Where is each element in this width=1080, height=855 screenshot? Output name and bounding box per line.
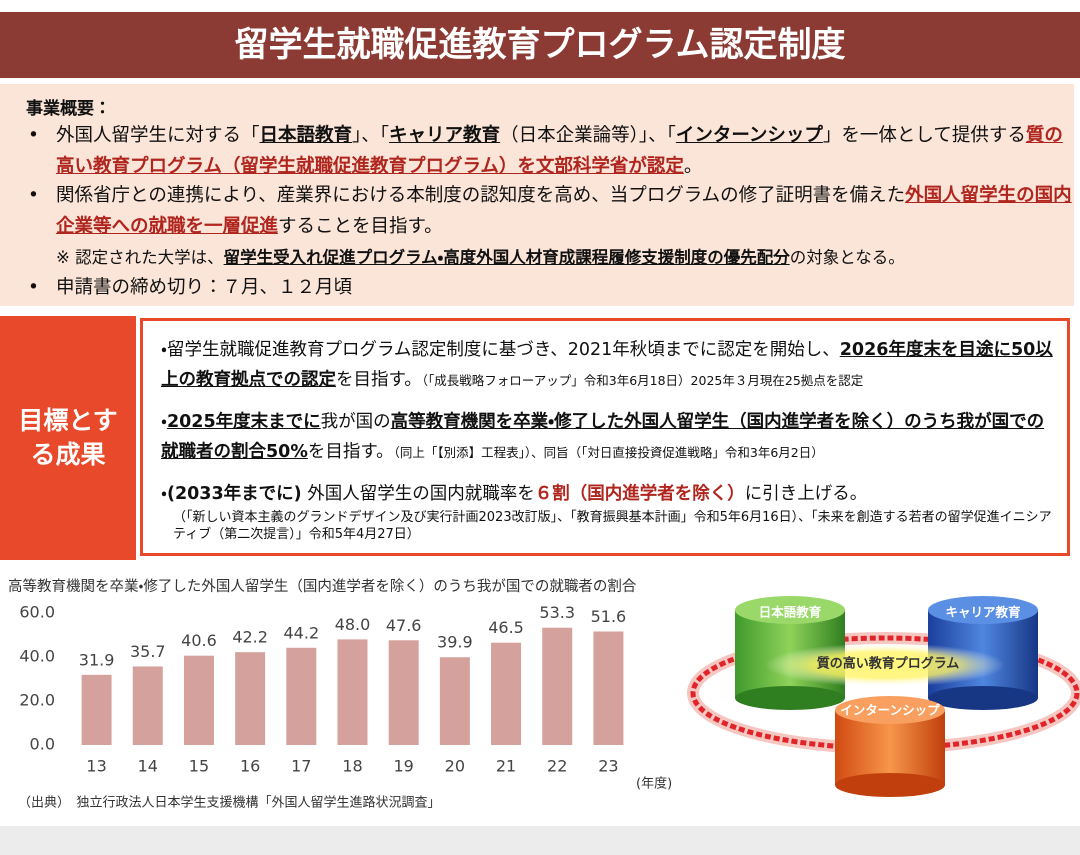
overview-box: 事業概要： 外国人留学生に対する「日本語教育」、「キャリア教育（日本企業論等）」… <box>0 84 1074 306</box>
node-label: キャリア教育 <box>945 605 1021 620</box>
goals-label: 目標とする成果 <box>18 406 118 469</box>
emphasis: 2025年度末までに <box>166 412 321 432</box>
y-tick-label: 40.0 <box>19 647 55 666</box>
bar <box>81 674 112 745</box>
text: ・留学生就職促進教育プログラム認定制度に基づき、2021年秋頃までに認定を開始し… <box>161 340 840 360</box>
bar <box>439 657 470 745</box>
value-label: 44.2 <box>284 623 320 642</box>
x-tick-label: 14 <box>138 757 158 776</box>
overview-item: 申請書の締め切り：７月、１２月頃 <box>28 272 1076 303</box>
x-tick-label: 18 <box>342 757 362 776</box>
overview-item: 関係省庁との連携により、産業界における本制度の認知度を高め、当プログラムの修了証… <box>28 180 1076 242</box>
x-tick-label: 19 <box>394 757 414 776</box>
bar <box>593 631 624 745</box>
emphasis: キャリア教育 <box>389 125 501 146</box>
center-glow <box>765 643 1005 687</box>
emphasis: ６割（国内進学者を除く） <box>534 484 745 504</box>
emphasis: (2033年までに) <box>166 484 302 504</box>
x-tick-label: 13 <box>86 757 106 776</box>
value-label: 47.6 <box>386 616 422 635</box>
goal: ・留学生就職促進教育プログラム認定制度に基づき、2021年秋頃までに認定を開始し… <box>161 335 1061 396</box>
text: ・ <box>161 412 167 432</box>
text: 外国人留学生に対する「 <box>56 125 260 146</box>
bar <box>491 642 522 745</box>
emphasis: 外国人留学生の国内企業等への就職を一層促進 <box>56 185 1072 237</box>
text: することを目指す。 <box>278 216 443 237</box>
value-label: 40.6 <box>181 631 217 650</box>
x-tick-label: 23 <box>598 757 618 776</box>
emphasis: インターンシップ <box>675 125 823 146</box>
node-label: 日本語教育 <box>759 605 822 620</box>
bar <box>183 655 214 745</box>
emphasis: 高等教育機関を卒業・修了した外国人留学生（国内進学者を除く）のうち我が国での就職… <box>161 412 1045 462</box>
text: を目指す。 <box>336 370 422 390</box>
text: ・ <box>161 484 167 504</box>
y-tick-label: 60.0 <box>19 603 55 622</box>
x-tick-label: 21 <box>496 757 516 776</box>
value-label: 39.9 <box>437 633 473 652</box>
bar <box>337 639 368 745</box>
x-tick-label: 15 <box>189 757 209 776</box>
y-tick-label: 20.0 <box>19 691 55 710</box>
goal-note: （「新しい資本主義のグランドデザイン及び実行計画2023改訂版」、「教育振興基本… <box>173 510 1052 542</box>
emphasis: 留学生受入れ促進プログラム・高度外国人材育成課程履修支援制度の優先配分 <box>223 248 790 267</box>
text: 関係省庁との連携により、産業界における本制度の認知度を高め、当プログラムの修了証… <box>56 185 906 206</box>
overview-note: ※ 認定された大学は、留学生受入れ促進プログラム・高度外国人材育成課程履修支援制… <box>56 244 905 268</box>
cylinder <box>835 696 945 797</box>
text: 我が国の <box>320 412 391 432</box>
center-label: 質の高い教育プログラム <box>817 656 960 672</box>
text: 」、「 <box>352 125 390 146</box>
x-axis-label: (年度) <box>636 776 672 792</box>
goals-label-box: 目標とする成果 <box>0 316 136 560</box>
value-label: 51.6 <box>591 607 627 626</box>
goal-note: （「成長戦略フォローアップ」令和3年6月18日）2025年３月現在25拠点を認定 <box>421 373 864 388</box>
x-tick-label: 16 <box>240 757 260 776</box>
source: （出典） 独立行政法人日本学生支援機構「外国人留学生進路状況調査」 <box>18 795 441 811</box>
overview-item: 外国人留学生に対する「日本語教育」、「キャリア教育（日本企業論等）」、「インター… <box>28 120 1076 182</box>
value-label: 35.7 <box>130 642 166 661</box>
bar <box>542 627 573 745</box>
bar-chart: 高等教育機関を卒業・修了した外国人留学生（国内進学者を除く）のうち我が国での就職… <box>8 577 672 811</box>
x-tick-label: 17 <box>291 757 311 776</box>
bar <box>132 666 163 745</box>
node-label: インターンシップ <box>840 703 940 718</box>
y-tick-label: 0.0 <box>30 735 55 754</box>
text: 。 <box>683 156 703 177</box>
footer-band <box>0 826 1080 855</box>
goals-box: ・留学生就職促進教育プログラム認定制度に基づき、2021年秋頃までに認定を開始し… <box>140 318 1070 556</box>
text: 外国人留学生の国内就職率を <box>301 484 535 504</box>
text: に引き上げる。 <box>744 484 868 504</box>
text: 」を一体として提供する <box>822 125 1026 146</box>
text: ※ 認定された大学は、 <box>56 248 224 267</box>
value-label: 31.9 <box>79 650 115 669</box>
value-label: 42.2 <box>232 628 268 647</box>
emphasis: 日本語教育 <box>259 125 353 146</box>
bar <box>235 652 266 745</box>
text: の対象となる。 <box>789 248 905 267</box>
goal: ・2025年度末までに我が国の高等教育機関を卒業・修了した外国人留学生（国内進学… <box>161 407 1061 468</box>
text: 申請書の締め切り：７月、１２月頃 <box>56 277 353 298</box>
value-label: 53.3 <box>539 603 575 622</box>
title: 留学生就職促進教育プログラム認定制度 <box>0 12 1080 78</box>
chart-title: 高等教育機関を卒業・修了した外国人留学生（国内進学者を除く）のうち我が国での就職… <box>8 577 637 595</box>
text: を目指す。 <box>307 442 394 462</box>
x-tick-label: 20 <box>445 757 465 776</box>
emphasis: 質の高い教育プログラム（留学生就職促進教育プログラム）を文部科学省が認定 <box>56 125 1063 177</box>
value-label: 48.0 <box>335 615 371 634</box>
value-label: 46.5 <box>488 618 524 637</box>
emphasis: 2026年度末を目途に50以上の教育拠点での認定 <box>161 340 1053 390</box>
bar <box>286 647 317 745</box>
bar <box>388 640 419 745</box>
goal-note: （同上「【別添】工程表」）、同旨（「対日直接投資促進戦略」令和3年6月2日） <box>393 445 824 460</box>
overview-heading: 事業概要： <box>26 99 111 119</box>
x-tick-label: 22 <box>547 757 567 776</box>
diagram: 日本語教育 キャリア教育 インターンシップ 質の高い教育プログラム <box>687 596 1080 797</box>
goal: ・(2033年までに) 外国人留学生の国内就職率を６割（国内進学者を除く）に引き… <box>161 479 1061 543</box>
text: （日本企業論等）」、「 <box>500 125 676 146</box>
